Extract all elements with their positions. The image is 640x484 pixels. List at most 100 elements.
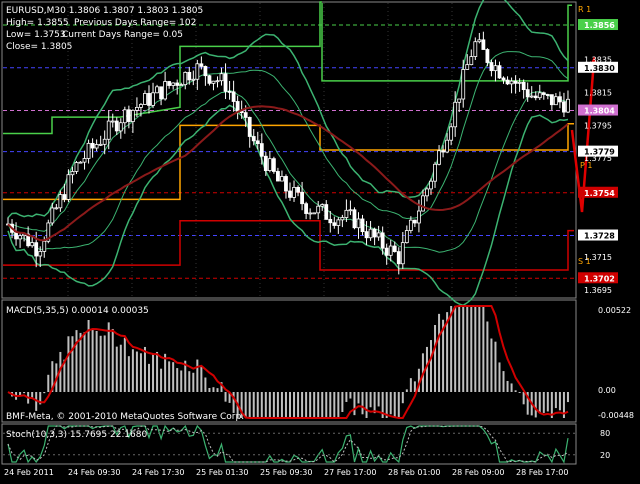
candle-body <box>106 120 111 140</box>
time-tick: 28 Feb 01:00 <box>388 468 440 477</box>
stoch-title: Stoch(10,3,3) 15.7695 22.1680 <box>6 430 147 440</box>
bollinger-lower <box>7 104 569 307</box>
candle-body <box>485 49 490 63</box>
close-value: Close= 1.3805 <box>6 42 72 52</box>
price-tag: 1.3702 <box>584 274 615 283</box>
candle-body <box>421 195 425 212</box>
candle-body <box>219 73 224 82</box>
price-tag-bg <box>578 145 618 157</box>
candle-body <box>461 69 466 100</box>
candle-body <box>130 109 135 122</box>
candle-body <box>332 222 337 226</box>
curr-range-value: Current Days Range= 0.05 <box>62 30 183 40</box>
candle-body <box>336 219 341 226</box>
price-tag-bg <box>578 19 618 31</box>
candle-body <box>139 104 143 108</box>
candle-body <box>135 107 139 111</box>
candle-body <box>376 232 381 238</box>
price-tag-bg <box>578 104 618 116</box>
candle-body <box>227 91 232 93</box>
candle-body <box>304 203 309 214</box>
bollinger-inner-lower <box>7 89 569 253</box>
candle-body <box>195 63 200 80</box>
price-tag: 1.3779 <box>584 148 615 157</box>
macd-tick: 0.00 <box>598 386 616 395</box>
candle-body <box>280 176 284 182</box>
price-tick: 1.3775 <box>584 154 612 163</box>
candle-body <box>481 39 486 50</box>
candle-body <box>477 39 482 43</box>
candle-body <box>86 142 91 159</box>
candle-body <box>517 81 522 84</box>
candle-body <box>545 94 550 96</box>
candle-body <box>263 155 268 171</box>
symbol-title: EURUSD,M30 1.3806 1.3807 1.3803 1.3805 <box>6 6 203 16</box>
candle-body <box>429 180 433 190</box>
candle-body <box>433 163 437 182</box>
candle-body <box>453 101 458 128</box>
candle-body <box>267 158 272 171</box>
bollinger-inner-upper <box>8 51 569 232</box>
candle-body <box>529 95 534 98</box>
candle-body <box>54 207 59 210</box>
time-axis: 24 Feb 2011 24 Feb 09:30 24 Feb 17:30 25 Fe… <box>4 468 568 477</box>
candle-body <box>90 142 95 149</box>
candle-body <box>449 126 454 141</box>
candle-body <box>223 73 228 92</box>
candle-body <box>159 86 163 100</box>
candle-body <box>400 242 405 265</box>
candle-body <box>300 191 304 205</box>
stoch-main-line <box>7 424 569 464</box>
macd-indicator: 0.00522 0.00 -0.00448 <box>7 305 634 420</box>
candle-body <box>163 81 168 100</box>
candle-body <box>271 158 276 172</box>
time-tick: 24 Feb 17:30 <box>132 468 184 477</box>
range-green-1 <box>3 1 322 135</box>
macd-signal-line <box>7 305 569 419</box>
candle-body <box>147 93 151 106</box>
prev-range-value: Previous Days Range= 102 <box>74 18 196 28</box>
candle-body <box>501 77 506 81</box>
candle-body <box>541 92 546 95</box>
candle-body <box>417 210 421 224</box>
candle-body <box>408 219 413 231</box>
candle-body <box>30 242 35 247</box>
range-red <box>3 219 574 271</box>
stoch-tick: 20 <box>600 451 610 460</box>
candle-body <box>437 150 441 165</box>
candle-body <box>215 80 220 83</box>
candle-body <box>171 82 176 86</box>
candle-body <box>207 75 212 84</box>
main-panel-frame <box>1 1 577 299</box>
candle-body <box>199 63 204 67</box>
macd-title: MACD(5,35,5) 0.00014 0.00035 <box>6 306 149 316</box>
p1-label: P 1 <box>580 161 592 170</box>
price-tag-bg <box>578 186 618 198</box>
candle-body <box>513 80 518 84</box>
candle-body <box>497 65 502 79</box>
candle-body <box>284 176 288 192</box>
price-tick: 1.3795 <box>584 121 612 130</box>
price-tag: 1.3804 <box>584 107 615 116</box>
candle-body <box>14 231 18 240</box>
price-tick: 1.3835 <box>584 56 612 65</box>
price-tag: 1.3856 <box>584 21 615 30</box>
candle-body <box>372 228 377 238</box>
candle-body <box>425 188 429 197</box>
range-green-2 <box>321 3 572 82</box>
candle-body <box>276 171 280 182</box>
candle-body <box>328 218 333 224</box>
candle-body <box>143 93 147 105</box>
r1-label: R 1 <box>578 5 591 14</box>
bollinger-bands <box>7 0 569 307</box>
candle-body <box>211 80 216 84</box>
candle-body <box>308 212 313 215</box>
candle-body <box>368 228 373 239</box>
candle-body <box>465 64 470 70</box>
high-value: High= 1.3855 <box>6 18 69 28</box>
candle-body <box>259 143 264 157</box>
candle-body <box>537 92 542 99</box>
candle-body <box>489 62 494 72</box>
